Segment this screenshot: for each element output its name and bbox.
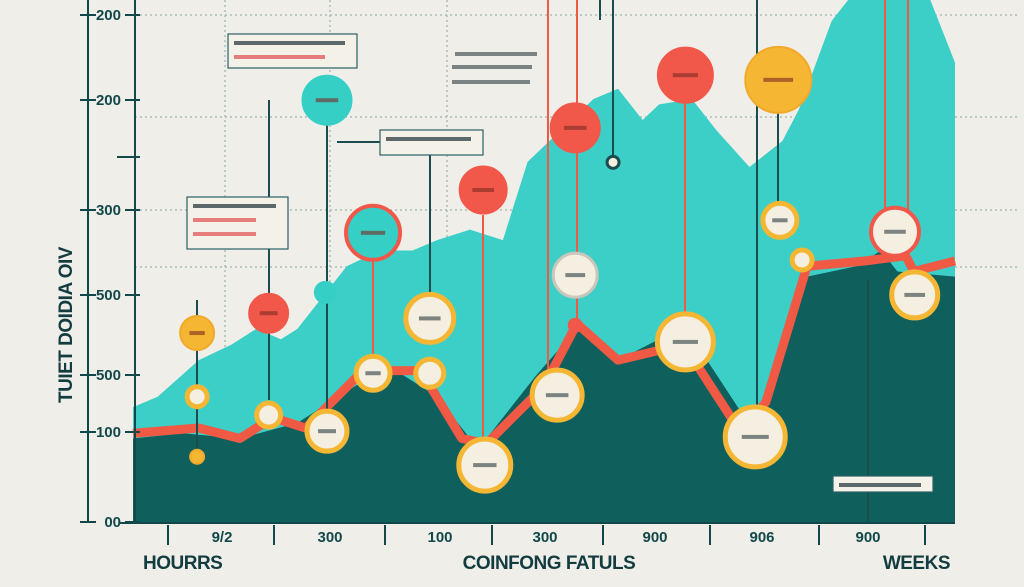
annotation-text-stroke — [839, 483, 921, 487]
annotation-frame — [379, 129, 484, 156]
marker-circle — [605, 154, 621, 170]
marker-label-stroke — [904, 292, 926, 297]
marker-label-stroke — [365, 371, 381, 376]
marker-label-stroke — [473, 463, 497, 468]
marker-red — [656, 46, 714, 104]
marker-cream — [654, 311, 716, 373]
annotation-box — [186, 196, 289, 250]
marker-cream — [760, 200, 800, 240]
x-axis-label-right: WEEKS — [883, 553, 950, 574]
marker-cream — [529, 367, 585, 423]
marker-dark — [605, 154, 621, 170]
annotation-text-stroke — [193, 232, 256, 236]
x-tick-label: 300 — [532, 529, 557, 546]
x-tick-label: 900 — [642, 529, 667, 546]
marker-label-stroke — [884, 229, 906, 234]
annotation-box — [227, 33, 358, 69]
marker-cream — [456, 436, 514, 494]
marker-label-stroke — [472, 188, 494, 193]
x-tick-label: 9/2 — [212, 529, 233, 546]
marker-cream — [403, 291, 457, 345]
annotation-text-stroke — [386, 137, 471, 141]
x-tick-label: 906 — [749, 529, 774, 546]
marker-cream — [184, 384, 210, 410]
marker-teal-ring — [344, 203, 403, 262]
annotation-text-stroke — [234, 41, 345, 45]
y-tick-label: 00 — [104, 514, 121, 531]
marker-label-stroke — [545, 393, 569, 398]
markers — [179, 45, 941, 494]
marker-cream — [889, 269, 941, 321]
annotation-text-stroke — [234, 55, 325, 59]
marker-label-stroke — [189, 331, 205, 336]
marker-cream — [254, 400, 284, 430]
marker-cream-grey — [551, 251, 599, 299]
y-tick-label: 200 — [96, 7, 121, 24]
annotation-box — [832, 475, 934, 493]
marker-label-stroke — [563, 125, 587, 130]
marker-cream — [413, 356, 447, 390]
y-tick-label: 500 — [96, 287, 121, 304]
axes: 200 200 300 500 500 100 00 9/2 300 100 300 900 906 90… — [80, 0, 955, 546]
x-axis-label-left: HOURRS — [143, 553, 222, 574]
y-axis-label: TUIET DOIDIA OIV — [56, 246, 77, 403]
x-axis-label-center: COINFONG FATULS — [463, 553, 636, 574]
x-tick-label: 300 — [317, 529, 342, 546]
marker-cream — [304, 408, 350, 454]
annotation-frame — [227, 33, 358, 69]
marker-label-stroke — [741, 434, 769, 439]
annotation-text-stroke — [455, 52, 537, 56]
marker-circle — [313, 280, 337, 304]
marker-label-stroke — [317, 429, 336, 434]
areas — [132, 0, 957, 522]
marker-yellow — [189, 448, 206, 465]
x-tick-label: 100 — [427, 529, 452, 546]
marker-label-stroke — [418, 316, 441, 321]
marker-circle — [413, 356, 447, 390]
marker-label-stroke — [565, 273, 586, 278]
y-tick-label: 100 — [96, 424, 121, 441]
marker-red — [458, 165, 508, 215]
marker-cream — [353, 353, 393, 393]
annotation-text-stroke — [193, 218, 256, 222]
marker-yellow — [744, 45, 813, 114]
marker-teal — [313, 280, 337, 304]
marker-cream — [789, 247, 815, 273]
marker-yellow — [179, 315, 216, 352]
annotation-text-stroke — [193, 204, 276, 208]
marker-circle — [254, 400, 284, 430]
marker-circle — [189, 448, 206, 465]
marker-circle — [184, 384, 210, 410]
marker-red — [567, 317, 583, 333]
y-tick-label: 200 — [96, 92, 121, 109]
annotation-boxes — [186, 33, 934, 493]
marker-label-stroke — [672, 339, 698, 344]
y-tick-label: 300 — [96, 202, 121, 219]
annotation-box — [379, 129, 484, 156]
marker-teal — [301, 74, 353, 126]
y-tick-label: 500 — [96, 367, 121, 384]
x-tick-label: 900 — [855, 529, 880, 546]
marker-label-stroke — [259, 311, 278, 316]
marker-red — [549, 102, 601, 154]
marker-label-stroke — [772, 218, 788, 223]
marker-circle — [789, 247, 815, 273]
marker-label-stroke — [763, 77, 794, 82]
marker-circle — [567, 317, 583, 333]
marker-label-stroke — [360, 230, 386, 235]
marker-cream-red — [868, 205, 921, 258]
marker-cream — [722, 404, 788, 470]
marker-red — [248, 292, 290, 334]
annotation-text-stroke — [452, 65, 532, 69]
marker-label-stroke — [672, 73, 698, 78]
marker-label-stroke — [315, 98, 339, 103]
annotation-text-stroke — [452, 80, 530, 84]
